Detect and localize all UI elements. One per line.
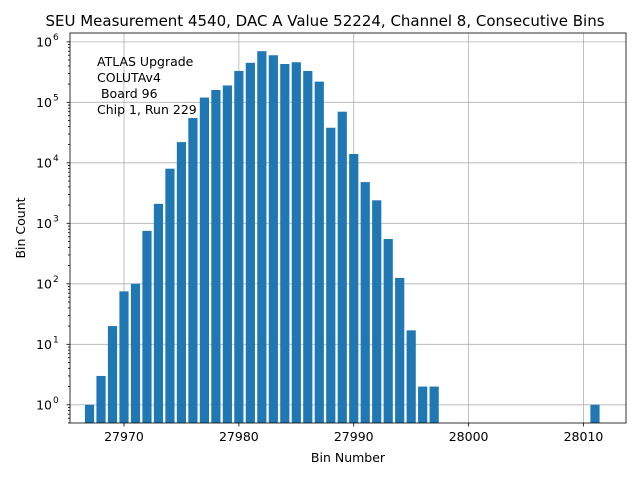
y-tick-exponent: 0 [53, 396, 59, 406]
bar [383, 239, 393, 423]
bar [326, 127, 336, 423]
bar [119, 291, 129, 423]
y-tick-exponent: 3 [53, 214, 59, 224]
y-tick-label: 10 [36, 337, 52, 352]
x-tick-label: 28010 [564, 429, 604, 444]
x-axis-label: Bin Number [311, 450, 386, 465]
bar [211, 89, 221, 423]
x-tick-label: 28000 [449, 429, 489, 444]
bar [372, 200, 382, 423]
annotation-line: Chip 1, Run 229 [97, 102, 197, 117]
bar [418, 386, 428, 423]
bar [176, 142, 187, 424]
bar [153, 203, 164, 423]
y-tick-label: 10 [36, 95, 52, 110]
bar [268, 55, 278, 423]
bar [280, 64, 290, 423]
annotation-text: ATLAS Upgrade COLUTAv4 Board 96 Chip 1, Ru… [97, 54, 197, 117]
bar [245, 62, 255, 424]
y-axis-label: Bin Count [13, 197, 28, 258]
y-tick-label: 10 [36, 34, 52, 49]
plot-frame [69, 32, 627, 424]
bar [303, 70, 313, 423]
annotation-line: Board 96 [97, 86, 158, 101]
x-tick-label: 27980 [219, 429, 259, 444]
y-tick-label: 10 [36, 276, 52, 291]
bar [96, 375, 106, 423]
x-tick-label: 27970 [104, 429, 144, 444]
bar [360, 182, 370, 423]
y-tick-exponent: 5 [53, 93, 59, 103]
bar [142, 230, 152, 423]
bars [84, 51, 600, 424]
bar [291, 62, 301, 423]
bar [107, 326, 118, 423]
bar [349, 153, 359, 424]
y-tick-exponent: 1 [53, 335, 59, 345]
bar [234, 70, 244, 423]
bar [337, 111, 347, 424]
y-tick-exponent: 4 [53, 154, 59, 164]
x-tick-label: 27990 [334, 429, 374, 444]
annotation-line: COLUTAv4 [97, 70, 161, 85]
y-tick-exponent: 2 [53, 275, 59, 285]
bar [429, 386, 439, 423]
bar [165, 168, 175, 423]
y-tick-label: 10 [36, 397, 52, 412]
bar [222, 85, 232, 423]
bar [314, 81, 324, 424]
bar [257, 51, 267, 423]
annotation-line: ATLAS Upgrade [97, 54, 194, 69]
bar [406, 330, 416, 423]
y-tick-label: 10 [36, 155, 52, 170]
y-tick-label: 10 [36, 216, 52, 231]
bar [84, 404, 95, 423]
y-tick-exponent: 6 [53, 33, 59, 43]
bar [199, 97, 209, 423]
chart-title: SEU Measurement 4540, DAC A Value 52224,… [45, 12, 604, 30]
bar [188, 118, 198, 423]
bar [395, 277, 405, 423]
bar [590, 404, 600, 423]
bar [130, 283, 141, 423]
